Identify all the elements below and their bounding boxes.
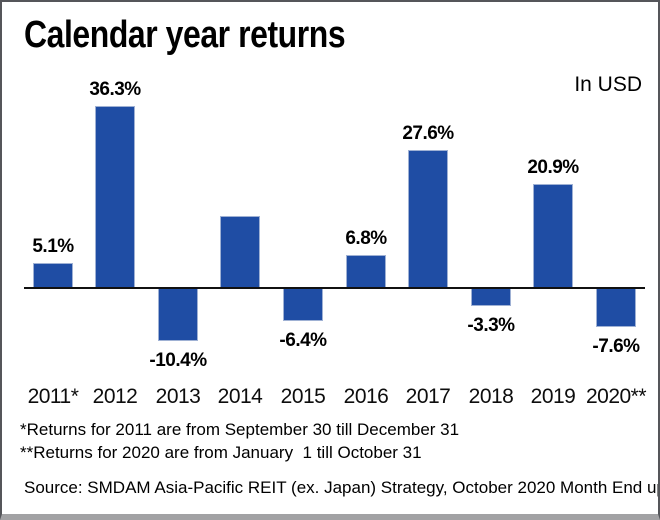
bar-2019	[533, 184, 573, 289]
year-label-2013: 2013	[155, 385, 201, 408]
plot-area: 5.1% 2011* 36.3% 2012 -10.4% 2013 2014 -6.4% 201…	[2, 2, 658, 422]
chart-title: Calendar year returns	[24, 14, 346, 56]
value-label-2017: 27.6%	[402, 123, 454, 144]
bar-2013	[158, 287, 198, 341]
year-label-2016: 2016	[343, 385, 389, 408]
year-label-2015: 2015	[280, 385, 326, 408]
year-label-2017: 2017	[405, 385, 451, 408]
bar-2015	[283, 287, 323, 321]
footnotes: *Returns for 2011 are from September 30 …	[20, 419, 459, 464]
bar-2014	[220, 216, 260, 289]
zero-axis-line	[24, 287, 645, 289]
value-label-2015: -6.4%	[279, 330, 327, 351]
bar-2017	[408, 150, 448, 289]
value-label-2019: 20.9%	[527, 157, 579, 178]
year-label-2019: 2019	[530, 385, 576, 408]
value-label-2020: -7.6%	[592, 336, 640, 357]
year-label-2018: 2018	[468, 385, 514, 408]
year-label-2011: 2011*	[27, 385, 79, 408]
source-line: Source: SMDAM Asia-Pacific REIT (ex. Jap…	[24, 478, 660, 497]
year-label-2014: 2014	[217, 385, 263, 408]
value-label-2016: 6.8%	[345, 228, 387, 249]
bar-2011	[33, 263, 73, 289]
bar-2016	[346, 255, 386, 289]
bar-2012	[95, 106, 135, 289]
footnote-2020: **Returns for 2020 are from January 1 ti…	[20, 442, 422, 462]
bar-2018	[471, 287, 511, 306]
value-label-2012: 36.3%	[89, 79, 141, 100]
year-label-2020: 2020**	[585, 385, 647, 408]
currency-note: In USD	[574, 73, 642, 96]
bar-2020	[596, 287, 636, 327]
value-label-2013: -10.4%	[149, 350, 207, 371]
footnote-2011: *Returns for 2011 are from September 30 …	[20, 420, 460, 439]
value-label-2018: -3.3%	[467, 315, 515, 336]
value-label-2011: 5.1%	[32, 236, 74, 257]
year-label-2012: 2012	[92, 385, 138, 408]
